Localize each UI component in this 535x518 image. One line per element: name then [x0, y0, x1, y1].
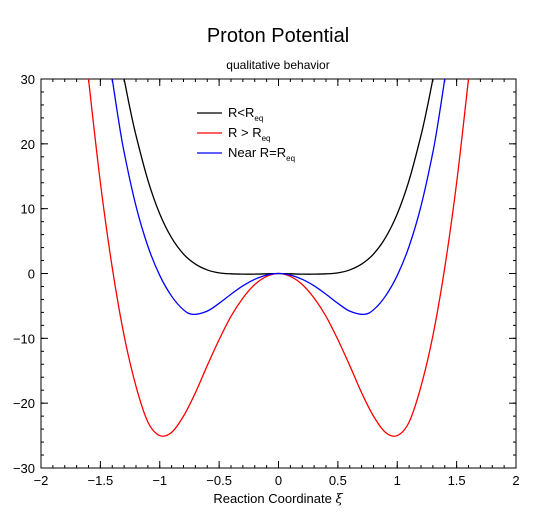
- legend-label-2: Near R=Req: [228, 145, 295, 163]
- x-axis-title: Reaction Coordinate ξ: [213, 491, 343, 507]
- y-tick-label: 30: [21, 72, 35, 87]
- legend-label-0: R<Req: [228, 105, 263, 123]
- chart-subtitle: qualitative behavior: [226, 58, 329, 72]
- x-axis-symbol: ξ: [335, 492, 343, 507]
- y-tick-label: −10: [13, 331, 35, 346]
- x-tick-label: −1: [152, 473, 167, 488]
- y-tick-label: −30: [13, 461, 35, 476]
- x-tick-label: 1.5: [448, 473, 466, 488]
- series-line-0: [123, 78, 434, 275]
- x-tick-label: 0: [275, 473, 282, 488]
- chart-title: Proton Potential: [207, 25, 349, 47]
- x-tick-label: 2: [512, 473, 519, 488]
- legend: R<Req R > Req Near R=Req: [197, 105, 295, 163]
- x-tick-label: 1: [394, 473, 401, 488]
- y-tick-label: 10: [21, 202, 35, 217]
- series-line-2: [111, 78, 446, 316]
- x-tick-label: −1.5: [88, 473, 114, 488]
- y-tick-label: 0: [28, 267, 35, 282]
- legend-label-1: R > Req: [228, 125, 271, 143]
- axis-tick-labels: −2 −1.5 −1 −0.5 0 0.5 1 1.5 2 30 20 10 0 −10 −20 −30: [13, 72, 520, 488]
- x-tick-label: −2: [34, 473, 49, 488]
- axis-ticks: [40, 78, 517, 469]
- series-line-1: [87, 78, 470, 437]
- series-layer: [87, 78, 470, 437]
- x-tick-label: 0.5: [329, 473, 347, 488]
- y-tick-label: −20: [13, 396, 35, 411]
- y-tick-label: 20: [21, 137, 35, 152]
- x-tick-label: −0.5: [206, 473, 232, 488]
